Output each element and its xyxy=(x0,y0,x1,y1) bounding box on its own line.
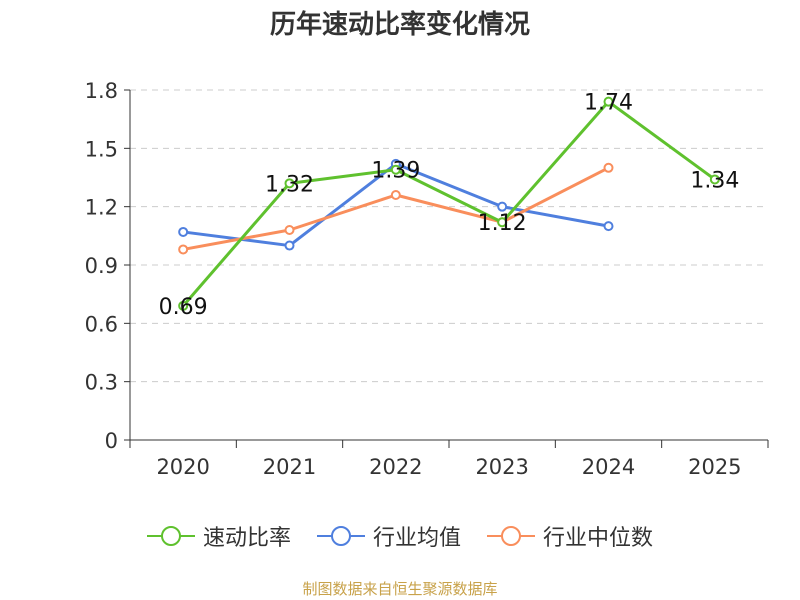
x-tick-label: 2024 xyxy=(582,455,635,479)
data-label: 1.74 xyxy=(584,91,633,116)
x-tick-label: 2022 xyxy=(369,455,422,479)
grid-lines xyxy=(130,89,768,383)
x-tick-label: 2020 xyxy=(156,455,209,479)
x-tick-label: 2025 xyxy=(688,455,741,479)
legend-label-industry-mean: 行业均值 xyxy=(372,526,461,551)
data-labels: 0.69 1.32 1.39 1.12 1.74 1.34 xyxy=(159,91,740,320)
data-point[interactable] xyxy=(497,201,508,212)
data-point[interactable] xyxy=(178,300,189,311)
axes: 0 0.3 0.6 0.9 1.2 1.5 1.8 2020 2021 2022 2023 2024 2… xyxy=(85,79,769,479)
data-point[interactable] xyxy=(603,96,614,107)
data-point[interactable] xyxy=(284,225,295,235)
data-label: 1.34 xyxy=(690,168,739,193)
legend-item-industry-median[interactable]: 行业中位数 xyxy=(487,520,653,552)
data-point[interactable] xyxy=(390,164,401,175)
data-label: 1.32 xyxy=(265,172,314,197)
data-point[interactable] xyxy=(497,217,508,228)
data-label: 1.39 xyxy=(371,159,420,184)
data-point[interactable] xyxy=(284,178,295,189)
data-label: 1.12 xyxy=(478,211,527,236)
source-note: 制图数据来自恒生聚源数据库 xyxy=(302,580,498,598)
data-point[interactable] xyxy=(390,190,401,200)
legend-swatch-industry-median xyxy=(487,526,535,546)
y-tick-label: 0.9 xyxy=(85,254,118,278)
chart-title: 历年速动比率变化情况 xyxy=(269,10,530,40)
y-tick-label: 0.6 xyxy=(85,312,118,336)
series-layer xyxy=(178,96,720,311)
data-point[interactable] xyxy=(603,221,614,232)
legend-item-industry-mean[interactable]: 行业均值 xyxy=(316,520,461,552)
legend-label-quick-ratio: 速动比率 xyxy=(202,526,291,551)
data-point[interactable] xyxy=(709,174,720,185)
data-label: 0.69 xyxy=(159,295,208,320)
y-tick-label: 1.2 xyxy=(85,196,118,220)
series-line-0 xyxy=(182,100,716,307)
y-tick-label: 1.5 xyxy=(85,137,118,161)
y-tick-label: 1.8 xyxy=(85,79,118,103)
legend-swatch-industry-mean xyxy=(316,526,365,546)
data-point[interactable] xyxy=(284,240,295,251)
legend-label-industry-median: 行业中位数 xyxy=(543,526,654,551)
legend: 速动比率 行业均值 行业中位数 xyxy=(0,520,800,552)
x-tick-label: 2021 xyxy=(263,455,316,479)
y-tick-label: 0.3 xyxy=(85,371,118,395)
data-point[interactable] xyxy=(178,244,189,255)
legend-swatch-quick-ratio xyxy=(146,526,195,546)
y-tick-label: 0 xyxy=(105,429,118,453)
data-point[interactable] xyxy=(178,226,189,237)
x-tick-label: 2023 xyxy=(475,455,528,479)
legend-item-quick-ratio[interactable]: 速动比率 xyxy=(146,520,291,552)
data-point[interactable] xyxy=(603,162,614,173)
